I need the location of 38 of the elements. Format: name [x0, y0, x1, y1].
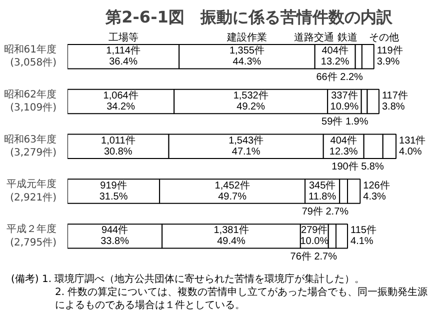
y-tick-label: 平成２年度 (2,795件)	[6, 223, 57, 248]
data-label: 345件 11.8%	[308, 180, 336, 202]
data-label: 119件 3.9%	[376, 46, 403, 68]
text: (備考) 1. 環境庁調べ（地方公共団体に寄せられた苦情を環境庁が集計した）。	[11, 273, 366, 286]
data-label: 919件 31.5%	[99, 180, 128, 202]
data-label: 1,114件 36.4%	[106, 46, 140, 68]
series-label: 工場等	[108, 32, 138, 44]
y-tick-label: 昭和62年度 (3,109件)	[4, 88, 57, 114]
chart-title: 第2-6-1図 振動に係る苦情件数の内訳	[104, 8, 394, 26]
data-label: 404件 12.3%	[329, 135, 358, 158]
data-label: 66件 2.2%	[316, 72, 364, 83]
data-label: 1,011件 30.8%	[101, 135, 136, 158]
text: 2. 件数の算定については、複数の苦情申し立てがあった場合でも、同一振動発生源によるものである場合は１件としている。	[54, 286, 429, 312]
y-tick-label: 昭和61年度 (3,058件)	[4, 44, 57, 69]
data-label: 1,532件 49.2%	[233, 90, 268, 113]
data-label: 1,381件 49.4%	[214, 225, 249, 248]
data-label: 131件 4.0%	[399, 135, 426, 158]
series-label: 建設作業	[226, 32, 267, 44]
data-label: 126件 4.3%	[363, 180, 390, 202]
data-label: 404件 13.2%	[320, 46, 350, 68]
data-label: 1,064件 34.2%	[103, 90, 138, 113]
data-label: 76件 2.7%	[290, 251, 338, 262]
series-label: その他	[368, 32, 399, 44]
data-label: 1,452件 49.7%	[214, 180, 250, 202]
data-label: 337件 10.9%	[330, 90, 359, 113]
data-label: 115件 4.1%	[350, 225, 376, 248]
data-label: 944件 33.8%	[100, 225, 130, 248]
data-label: 117件 3.8%	[382, 90, 408, 113]
y-tick-label: 昭和63年度 (3,279件)	[4, 133, 57, 159]
data-label: 1,355件 44.3%	[229, 46, 264, 68]
data-label: 279件 10.0%	[300, 225, 329, 248]
series-label: 道路交通	[294, 32, 334, 44]
data-label: 79件 2.7%	[302, 206, 349, 218]
data-label: 59件 1.9%	[322, 116, 368, 128]
series-label: 鉄道	[338, 32, 358, 44]
data-label: 1,543件 47.1%	[228, 135, 264, 158]
data-label: 190件 5.8%	[332, 162, 384, 173]
y-tick-label: 平成元年度 (2,921件)	[6, 178, 57, 204]
